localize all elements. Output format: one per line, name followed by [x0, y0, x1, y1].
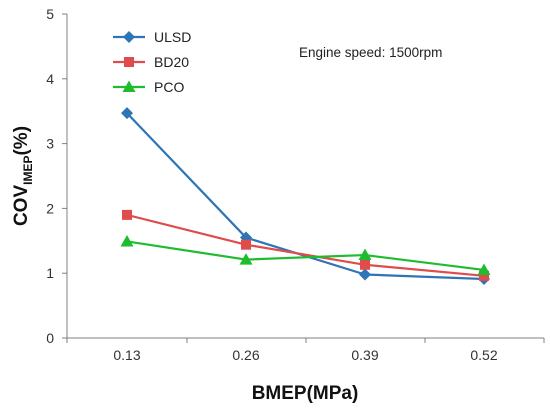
data-point-pco	[477, 263, 491, 275]
chart-annotation: Engine speed: 1500rpm	[299, 45, 442, 60]
data-point-pco	[358, 248, 372, 261]
y-axis-title-suffix: (%)	[11, 126, 32, 156]
series-bd20	[122, 209, 489, 281]
y-tick-label: 4	[46, 71, 54, 87]
legend-label-bd20: BD20	[154, 54, 189, 70]
y-tick-label: 3	[46, 136, 54, 152]
series-line-pco	[126, 240, 485, 272]
y-tick-label: 2	[46, 200, 54, 216]
y-axis-title-subscript: IMEP	[21, 156, 35, 185]
x-ticks: 0.13 0.26 0.39 0.52	[66, 338, 545, 363]
y-tick-label: 0	[46, 330, 54, 346]
x-axis-title: BMEP(MPa)	[252, 383, 359, 404]
series-line-ulsd	[126, 112, 485, 281]
data-point-bd20	[241, 239, 251, 250]
legend-marker-pco	[122, 80, 136, 92]
legend-marker-ulsd	[123, 31, 135, 43]
legend-item-bd20: BD20	[113, 54, 189, 70]
x-tick-label: 0.26	[232, 347, 259, 363]
y-ticks: 0 1 2 3 4 5	[46, 6, 67, 346]
series-ulsd	[121, 107, 490, 286]
legend: ULSD BD20 PCO	[113, 29, 191, 95]
series-layer	[120, 107, 491, 286]
legend-label-pco: PCO	[154, 79, 184, 95]
legend-marker-bd20	[124, 57, 134, 67]
x-tick-label: 0.39	[351, 347, 378, 363]
data-point-pco	[239, 253, 253, 265]
legend-item-pco: PCO	[113, 79, 184, 95]
data-point-bd20	[360, 259, 370, 270]
y-tick-label: 5	[46, 6, 54, 22]
series-line-bd20	[126, 213, 485, 277]
data-point-ulsd	[121, 107, 133, 120]
data-point-bd20	[479, 270, 489, 281]
legend-item-ulsd: ULSD	[113, 29, 191, 45]
y-tick-label: 1	[46, 265, 54, 281]
data-point-ulsd	[359, 268, 371, 281]
series-pco	[120, 234, 491, 275]
x-tick-label: 0.52	[470, 347, 497, 363]
data-point-bd20	[122, 209, 132, 220]
legend-label-ulsd: ULSD	[154, 29, 191, 45]
data-point-pco	[120, 234, 134, 247]
y-axis-title: COVIMEP(%)	[11, 126, 35, 226]
x-tick-label: 0.13	[113, 347, 140, 363]
y-axis-title-main: COV	[11, 185, 32, 227]
